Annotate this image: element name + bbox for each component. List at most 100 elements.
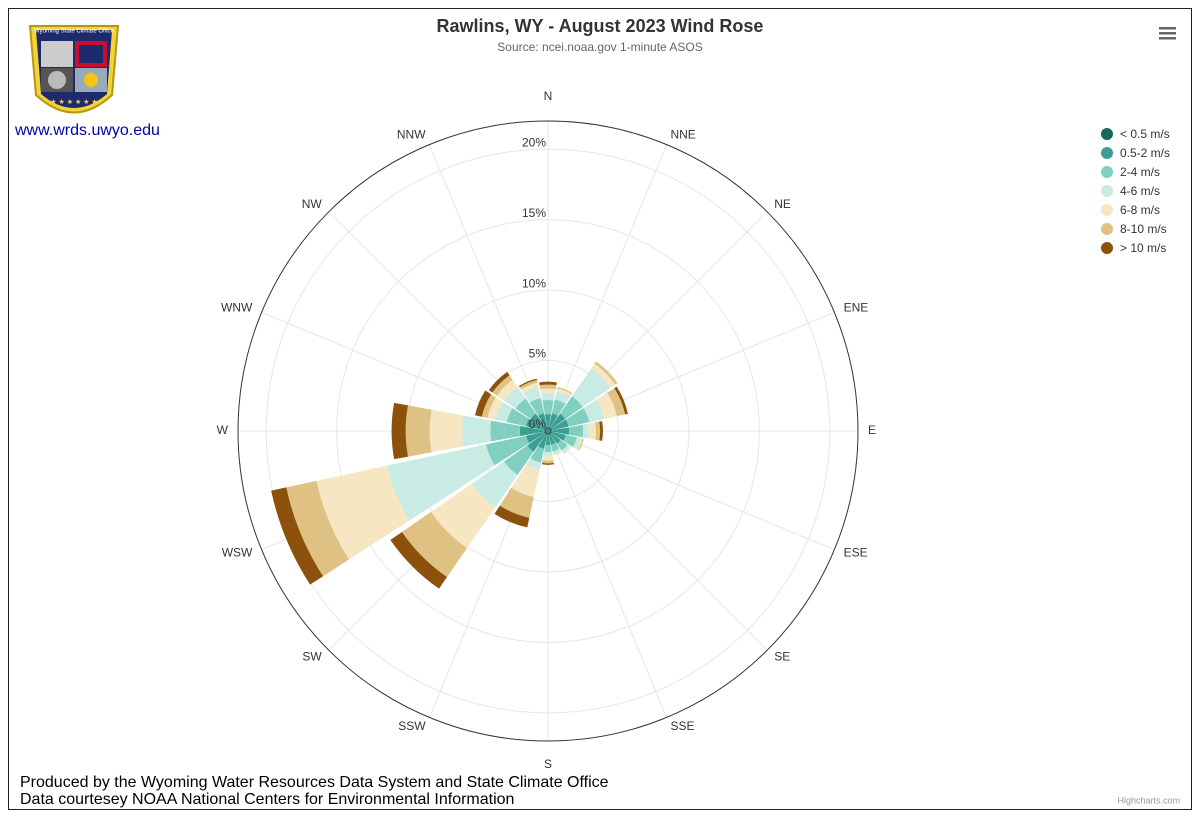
bar-segment bbox=[286, 480, 350, 577]
bar-segment bbox=[563, 434, 577, 448]
bar-segment bbox=[488, 371, 510, 393]
legend-marker bbox=[1101, 128, 1113, 140]
bar-segment bbox=[548, 434, 556, 445]
y-tick-label: 0% bbox=[529, 417, 547, 431]
bar-segment bbox=[548, 426, 551, 431]
plot: 0% 5% 10% 15% 20% N NNE NE ENE E ESE SE SSE S SSW SW WSW… bbox=[217, 89, 876, 771]
legend-label[interactable]: < 0.5 m/s bbox=[1120, 127, 1170, 141]
bar-segment bbox=[563, 446, 572, 455]
y-tick-label: 10% bbox=[522, 276, 546, 290]
footer-line: Produced by the Wyoming Water Resources … bbox=[20, 774, 609, 791]
grid-spoke bbox=[547, 430, 835, 551]
x-tick-label: WNW bbox=[221, 301, 253, 315]
bar-segment bbox=[548, 430, 553, 432]
bar-segment bbox=[599, 421, 603, 441]
bar-segment bbox=[547, 426, 549, 431]
legend-marker bbox=[1101, 147, 1113, 159]
bar-segment bbox=[316, 465, 410, 560]
bar-segment bbox=[556, 439, 568, 451]
legend-item[interactable]: 6-8 m/s bbox=[1101, 203, 1160, 217]
x-tick-label: NE bbox=[774, 197, 791, 211]
bar-segment bbox=[550, 433, 561, 444]
bar-segment bbox=[565, 408, 590, 427]
bar-segment bbox=[492, 375, 513, 396]
bar-segment bbox=[429, 409, 464, 453]
bar-segment bbox=[495, 401, 513, 423]
bar-segment bbox=[591, 363, 616, 388]
bar-segment bbox=[548, 428, 553, 431]
bar-segment bbox=[525, 431, 545, 444]
logo-link[interactable]: www.wrds.uwyo.edu bbox=[14, 122, 160, 139]
bar-segment bbox=[542, 400, 554, 415]
bar-segment bbox=[538, 434, 548, 449]
bar-segment bbox=[519, 425, 544, 437]
x-tick-label: N bbox=[544, 89, 553, 103]
bar-segment bbox=[430, 483, 496, 549]
x-tick-label: E bbox=[868, 423, 876, 437]
legend-marker bbox=[1101, 166, 1113, 178]
y-tick-label: 15% bbox=[522, 206, 546, 220]
bar-segment bbox=[553, 451, 562, 456]
chart-subtitle: Source: ncei.noaa.gov 1-minute ASOS bbox=[497, 40, 702, 54]
bar-segment bbox=[607, 388, 626, 417]
bar-segment bbox=[550, 413, 566, 429]
bar-segment bbox=[588, 422, 596, 440]
bar-segment bbox=[515, 398, 536, 419]
legend-item[interactable]: 0.5-2 m/s bbox=[1101, 146, 1170, 160]
bar-segment bbox=[487, 397, 504, 420]
bar-segment bbox=[519, 380, 538, 390]
bar-segment bbox=[547, 431, 549, 436]
credit[interactable]: Highcharts.com bbox=[1117, 795, 1180, 805]
x-tick-label: NW bbox=[302, 197, 323, 211]
bar-segment bbox=[530, 446, 545, 463]
bar-segment bbox=[543, 431, 548, 434]
bar-segment bbox=[596, 392, 617, 419]
bar-segment bbox=[481, 394, 496, 418]
legend-label[interactable]: 2-4 m/s bbox=[1120, 165, 1160, 179]
bar-segment bbox=[561, 444, 571, 454]
legend-item[interactable]: 4-6 m/s bbox=[1101, 184, 1160, 198]
bar-segment bbox=[544, 427, 548, 431]
footer-line: Data courtesey NOAA National Centers for… bbox=[20, 791, 514, 808]
grid-spoke bbox=[547, 430, 768, 651]
bar-segment bbox=[503, 386, 526, 409]
x-tick-label: NNW bbox=[397, 128, 426, 142]
bar-segment bbox=[572, 368, 611, 407]
bar-segment bbox=[548, 413, 558, 428]
bar-segment bbox=[545, 435, 551, 446]
bar-segment bbox=[543, 451, 553, 457]
bar-segment bbox=[518, 378, 538, 388]
bar-segment bbox=[521, 382, 539, 394]
bar-segment bbox=[494, 505, 530, 528]
bar-segment bbox=[545, 431, 548, 436]
legend-item[interactable]: 8-10 m/s bbox=[1101, 222, 1167, 236]
bar-segment bbox=[548, 427, 552, 431]
legend-label[interactable]: 4-6 m/s bbox=[1120, 184, 1160, 198]
legend-label[interactable]: > 10 m/s bbox=[1120, 241, 1166, 255]
legend-label[interactable]: 8-10 m/s bbox=[1120, 222, 1167, 236]
legend-label[interactable]: 6-8 m/s bbox=[1120, 203, 1160, 217]
bar-segment bbox=[511, 464, 540, 498]
legend-item[interactable]: 2-4 m/s bbox=[1101, 165, 1160, 179]
menu-button[interactable] bbox=[1159, 27, 1176, 40]
legend-label[interactable]: 0.5-2 m/s bbox=[1120, 146, 1170, 160]
y-tick-label: 5% bbox=[529, 347, 547, 361]
bar-segment bbox=[550, 442, 560, 452]
bar-segment bbox=[405, 405, 432, 457]
bar-segment bbox=[530, 413, 546, 429]
bar-segment bbox=[551, 399, 566, 416]
bar-segment bbox=[525, 418, 545, 431]
bar-segment bbox=[577, 438, 584, 451]
bar-segment bbox=[543, 430, 548, 432]
bar-segment bbox=[474, 390, 492, 417]
legend-item[interactable]: < 0.5 m/s bbox=[1101, 127, 1170, 141]
x-tick-label: SE bbox=[774, 649, 790, 663]
x-tick-label: SSW bbox=[398, 719, 426, 733]
x-tick-label: S bbox=[544, 757, 552, 771]
bar-segment bbox=[401, 511, 468, 578]
x-tick-label: SW bbox=[302, 649, 322, 663]
bar-segment bbox=[540, 388, 556, 394]
legend-item[interactable]: > 10 m/s bbox=[1101, 241, 1166, 255]
bar-segment bbox=[490, 420, 521, 442]
